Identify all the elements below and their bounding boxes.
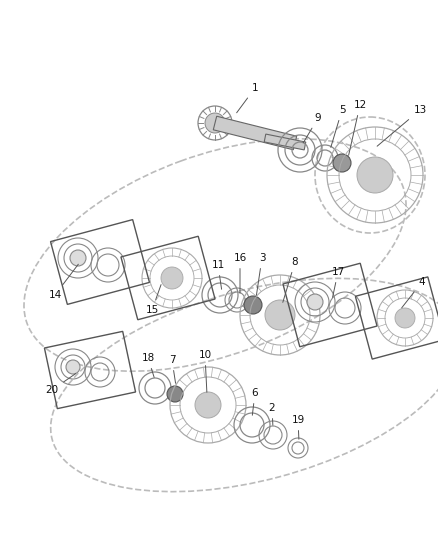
Text: 14: 14 — [48, 264, 78, 300]
Text: 17: 17 — [332, 267, 345, 297]
Text: 20: 20 — [46, 374, 76, 395]
Circle shape — [70, 250, 86, 266]
Circle shape — [395, 308, 415, 328]
Polygon shape — [213, 116, 297, 150]
Circle shape — [357, 157, 393, 193]
Circle shape — [244, 296, 262, 314]
Text: 5: 5 — [331, 105, 345, 147]
Circle shape — [205, 113, 225, 133]
Circle shape — [167, 386, 183, 402]
Circle shape — [161, 267, 183, 289]
Text: 11: 11 — [212, 260, 225, 289]
Text: 19: 19 — [291, 415, 304, 439]
Text: 15: 15 — [145, 285, 161, 315]
Text: 13: 13 — [377, 105, 427, 146]
Circle shape — [265, 300, 295, 330]
Text: 18: 18 — [141, 353, 155, 377]
Polygon shape — [264, 134, 306, 150]
Circle shape — [307, 294, 323, 310]
Text: 8: 8 — [283, 257, 298, 302]
Text: 9: 9 — [304, 113, 321, 143]
Text: 16: 16 — [233, 253, 247, 293]
Text: 4: 4 — [402, 277, 425, 308]
Circle shape — [333, 154, 351, 172]
Text: 3: 3 — [256, 253, 265, 295]
Text: 12: 12 — [349, 100, 367, 155]
Circle shape — [195, 392, 221, 418]
Text: 1: 1 — [237, 83, 258, 113]
Text: 10: 10 — [198, 350, 212, 392]
Circle shape — [66, 360, 80, 374]
Text: 2: 2 — [268, 403, 276, 425]
Text: 7: 7 — [169, 355, 176, 383]
Text: 6: 6 — [252, 388, 258, 415]
